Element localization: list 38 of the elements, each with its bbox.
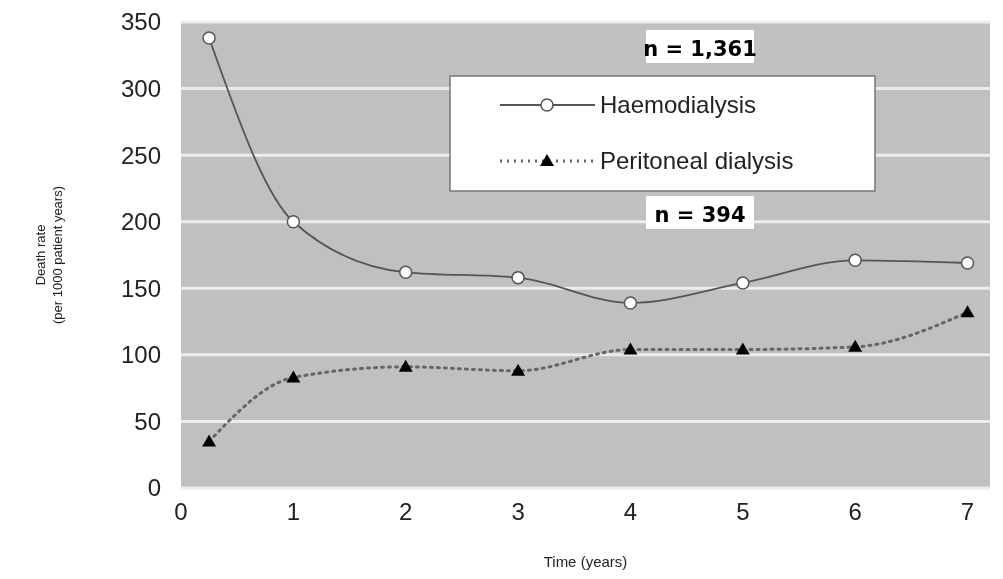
y-tick-label: 100	[120, 341, 161, 369]
y-tick-label: 0	[147, 474, 161, 502]
point	[960, 305, 975, 318]
y-tick-label: 50	[134, 407, 161, 435]
y-tick-label: 150	[120, 274, 161, 302]
x-tick-label: 1	[286, 498, 301, 525]
point	[848, 339, 863, 352]
x-tick-label: 7	[960, 498, 975, 525]
point	[623, 296, 638, 310]
point	[960, 256, 975, 270]
y-tick-label: 300	[120, 74, 161, 102]
x-axis-title: Time (years)	[543, 553, 628, 570]
x-tick-label: 6	[848, 498, 862, 525]
point	[848, 253, 862, 268]
point	[286, 214, 301, 229]
point	[736, 276, 750, 290]
point	[623, 342, 638, 355]
point	[735, 342, 750, 355]
x-tick-label: 4	[623, 498, 638, 525]
x-tick-label: 3	[511, 498, 525, 525]
point	[398, 359, 413, 372]
annotation: n = 394	[654, 203, 746, 228]
point	[511, 363, 526, 376]
y-tick-label: 350	[120, 8, 161, 36]
annotation: n = 1,361	[643, 37, 757, 62]
point	[398, 265, 413, 280]
y-tick-label: 200	[120, 208, 161, 236]
y-axis-title: Death rate (per 1000 patient years)	[33, 185, 65, 325]
legend-label: Peritoneal dialysis	[600, 147, 794, 175]
point	[202, 434, 217, 447]
point	[511, 270, 525, 285]
point	[286, 370, 301, 383]
y-tick-label: 250	[120, 141, 161, 169]
point	[202, 31, 216, 45]
x-tick-label: 0	[174, 498, 188, 525]
legend-label: Haemodialysis	[600, 91, 757, 119]
x-tick-label: 2	[399, 498, 413, 525]
x-tick-label: 5	[736, 498, 750, 525]
